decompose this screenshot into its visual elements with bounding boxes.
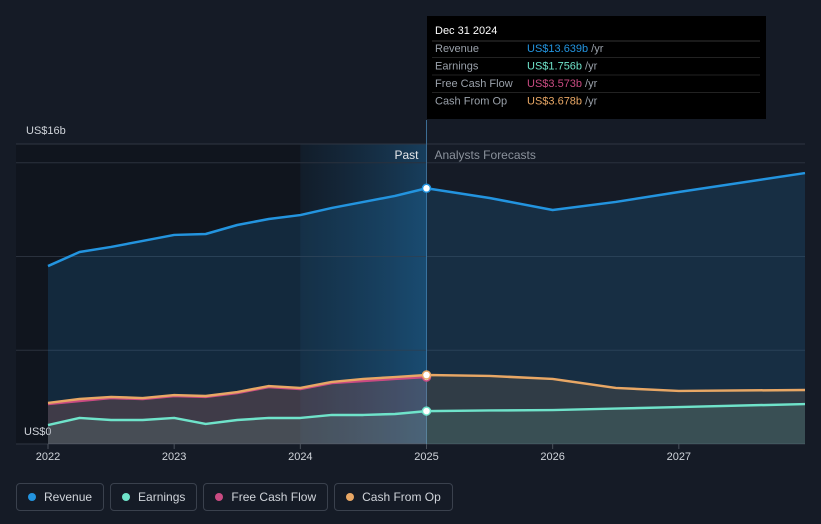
x-tick-label: 2026	[540, 451, 564, 463]
tooltip-unit: /yr	[591, 43, 604, 55]
series-area	[48, 404, 805, 444]
x-tick-label: 2025	[414, 451, 438, 463]
tooltip-unit: /yr	[585, 78, 598, 90]
x-tick-label: 2024	[288, 451, 312, 463]
hover-point	[421, 183, 432, 194]
x-tick-label: 2027	[667, 451, 691, 463]
legend-label: Revenue	[44, 490, 93, 504]
tooltip-value: US$13.639b/yr	[527, 43, 604, 55]
tooltip: Dec 31 2024 Revenue US$13.639b/yr Earnings U…	[427, 16, 766, 119]
tooltip-value-text: US$3.678b	[527, 95, 582, 107]
tooltip-name: Free Cash Flow	[435, 78, 513, 90]
x-tick-label: 2022	[36, 451, 60, 463]
legend: Revenue Earnings Free Cash Flow Cash From O…	[16, 483, 453, 511]
series-line	[47, 373, 806, 405]
tooltip-value-text: US$1.756b	[527, 60, 582, 72]
series-line	[47, 171, 806, 268]
legend-label: Earnings	[138, 490, 186, 504]
legend-item[interactable]: Earnings	[110, 483, 198, 511]
legend-label: Free Cash Flow	[231, 490, 317, 504]
tooltip-value-text: US$3.573b	[527, 78, 582, 90]
tooltip-unit: /yr	[585, 60, 598, 72]
legend-item[interactable]: Revenue	[16, 483, 105, 511]
hover-point	[421, 406, 432, 416]
legend-dot	[122, 493, 131, 501]
x-tick-label: 2023	[162, 451, 186, 463]
tooltip-date: Dec 31 2024	[435, 25, 497, 37]
tooltip-name: Cash From Op	[435, 95, 507, 107]
legend-item[interactable]: Cash From Op	[334, 483, 453, 511]
legend-dot	[215, 493, 224, 501]
forecast-label: Analysts Forecasts	[435, 148, 536, 162]
legend-dot	[346, 493, 355, 501]
series-area	[48, 173, 805, 444]
series-area	[48, 377, 427, 444]
tooltip-unit: /yr	[585, 95, 598, 107]
tooltip-value-text: US$13.639b	[527, 43, 588, 55]
y-tick-label: US$0	[24, 426, 52, 438]
tooltip-box	[427, 16, 766, 119]
series-line	[47, 402, 806, 427]
tooltip-value: US$3.678b/yr	[527, 95, 598, 107]
legend-dot	[28, 493, 36, 501]
tooltip-name: Earnings	[435, 60, 479, 72]
chart: US$16b US$0 2022 2023 2024 2025 2026 2027 Past A…	[16, 16, 806, 463]
tooltip-value: US$3.573b/yr	[527, 78, 598, 90]
past-label: Past	[394, 148, 419, 162]
tooltip-name: Revenue	[435, 43, 479, 55]
legend-item[interactable]: Free Cash Flow	[203, 483, 329, 511]
hover-point	[421, 370, 432, 380]
y-top-label: US$16b	[26, 125, 66, 137]
tooltip-value: US$1.756b/yr	[527, 60, 598, 72]
legend-label: Cash From Op	[362, 490, 441, 504]
